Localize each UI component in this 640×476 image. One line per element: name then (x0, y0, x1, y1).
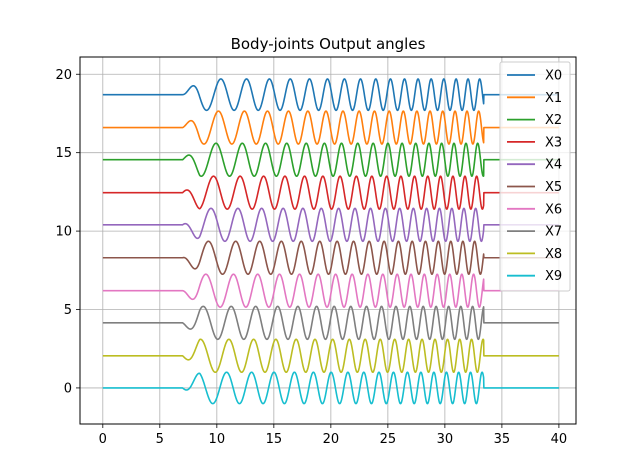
y-tick-label: 15 (55, 146, 72, 161)
series-line-x5 (102, 240, 560, 276)
series-line-x0 (102, 78, 560, 112)
legend-label: X0 (545, 69, 562, 84)
legend: X0 X1 X2 X3 X4 X5 X6 X7 X8 X9 (499, 61, 571, 292)
legend-label: X6 (545, 202, 562, 217)
legend-label: X2 (545, 113, 562, 128)
plot-frame (79, 56, 577, 425)
x-tick-label: 15 (266, 432, 283, 447)
series-layer (102, 78, 560, 405)
x-tick-label: 20 (323, 432, 340, 447)
y-tick-label: 0 (64, 381, 72, 396)
series-line-x2 (102, 142, 560, 177)
x-tick-label: 0 (99, 432, 107, 447)
legend-label: X5 (545, 180, 562, 195)
legend-label: X1 (545, 91, 562, 106)
legend-label: X3 (545, 135, 562, 150)
series-line-x8 (102, 338, 560, 374)
x-tick-label: 10 (209, 432, 226, 447)
x-tick-label: 5 (156, 432, 164, 447)
y-tick-label: 20 (55, 68, 72, 83)
series-line-x4 (102, 207, 560, 243)
y-axis: 0 5 10 15 20 (55, 68, 80, 396)
x-axis: 0 5 10 15 20 25 30 35 40 (99, 424, 568, 447)
legend-label: X8 (545, 247, 562, 262)
x-tick-label: 40 (551, 432, 568, 447)
series-line-x6 (102, 273, 560, 308)
legend-label: X7 (545, 225, 562, 240)
legend-label: X9 (545, 269, 562, 284)
x-tick-label: 35 (494, 432, 511, 447)
y-tick-label: 10 (55, 225, 72, 240)
series-line-x1 (102, 110, 560, 145)
series-line-x3 (102, 175, 560, 210)
y-tick-label: 5 (64, 303, 72, 318)
x-tick-label: 30 (437, 432, 454, 447)
chart-title: Body-joints Output angles (231, 35, 426, 53)
x-tick-label: 25 (380, 432, 397, 447)
series-line-x9 (102, 371, 560, 405)
series-line-x7 (102, 305, 560, 341)
legend-label: X4 (545, 158, 562, 173)
